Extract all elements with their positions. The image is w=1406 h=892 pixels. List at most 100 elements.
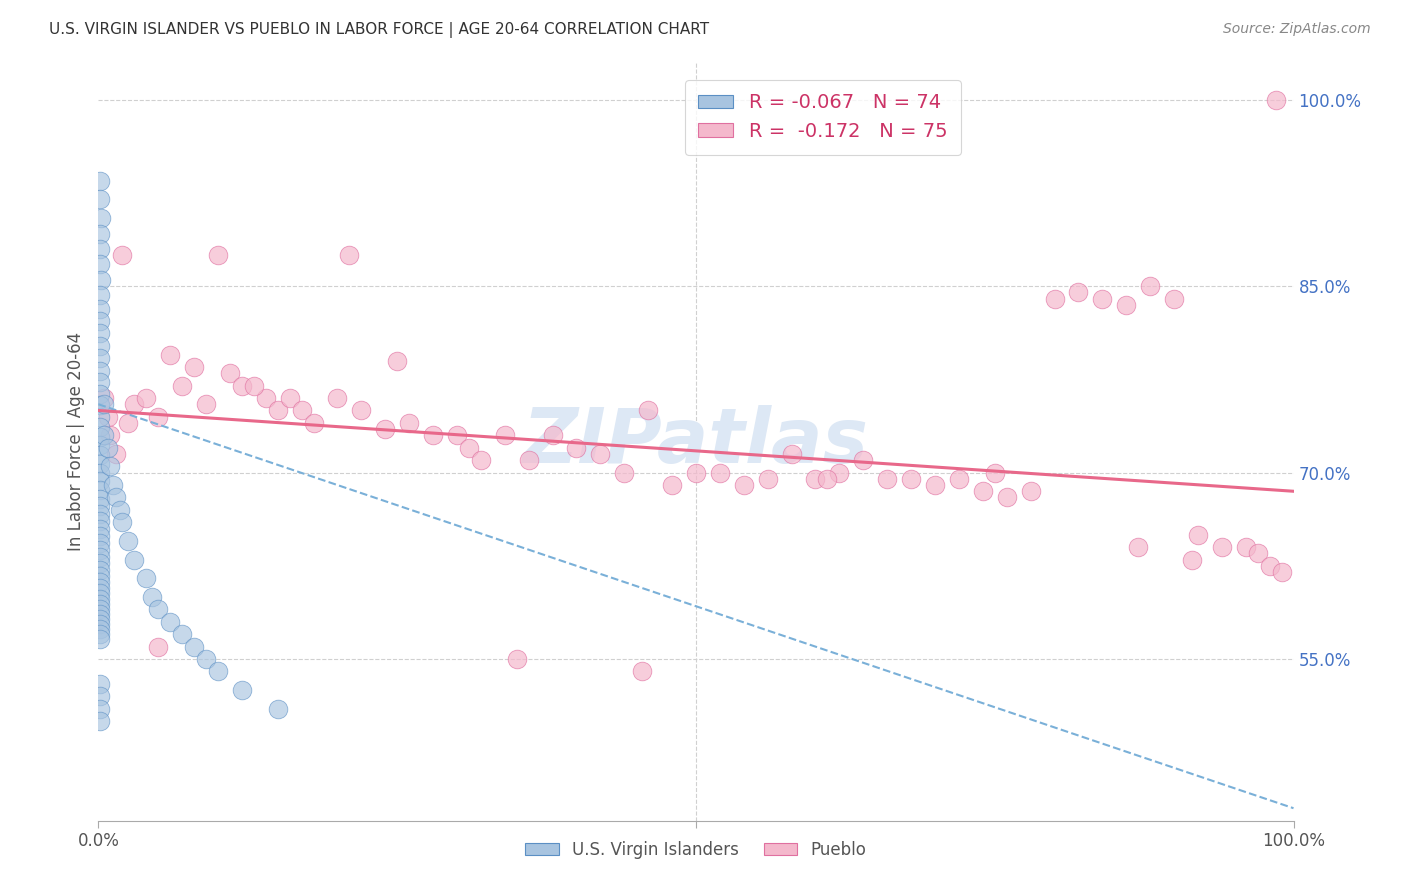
- Point: [972, 484, 994, 499]
- Point: [541, 428, 564, 442]
- Point: [89, 483, 111, 497]
- Point: [89, 173, 111, 187]
- Point: [207, 248, 229, 262]
- Point: [89, 339, 111, 353]
- Point: [148, 602, 170, 616]
- Point: [97, 441, 120, 455]
- Point: [231, 378, 253, 392]
- Point: [631, 665, 654, 679]
- Point: [1091, 292, 1114, 306]
- Point: [876, 472, 898, 486]
- Point: [685, 466, 707, 480]
- Point: [89, 192, 111, 206]
- Point: [1128, 540, 1150, 554]
- Point: [89, 301, 111, 316]
- Point: [506, 652, 529, 666]
- Point: [159, 347, 181, 361]
- Point: [89, 632, 111, 647]
- Text: U.S. VIRGIN ISLANDER VS PUEBLO IN LABOR FORCE | AGE 20-64 CORRELATION CHART: U.S. VIRGIN ISLANDER VS PUEBLO IN LABOR …: [49, 22, 710, 38]
- Point: [89, 702, 111, 716]
- Point: [458, 441, 481, 455]
- Point: [1234, 540, 1257, 554]
- Point: [948, 472, 970, 486]
- Point: [89, 351, 111, 366]
- Point: [589, 447, 612, 461]
- Point: [141, 590, 163, 604]
- Point: [89, 514, 111, 528]
- Point: [124, 397, 146, 411]
- Point: [219, 366, 242, 380]
- Point: [756, 472, 779, 486]
- Point: [494, 428, 516, 442]
- Point: [89, 557, 111, 571]
- Point: [89, 419, 111, 434]
- Point: [89, 364, 111, 378]
- Point: [89, 677, 111, 691]
- Point: [1019, 484, 1042, 499]
- Point: [89, 550, 111, 565]
- Point: [124, 552, 146, 566]
- Point: [89, 598, 111, 612]
- Point: [183, 359, 205, 374]
- Point: [815, 472, 838, 486]
- Point: [339, 248, 361, 262]
- Point: [89, 607, 111, 622]
- Point: [89, 507, 111, 521]
- Point: [105, 447, 128, 461]
- Point: [995, 491, 1018, 505]
- Point: [733, 478, 755, 492]
- Point: [637, 403, 659, 417]
- Point: [183, 640, 205, 654]
- Point: [89, 257, 111, 271]
- Point: [613, 466, 636, 480]
- Point: [89, 429, 111, 443]
- Point: [89, 622, 111, 636]
- Point: [350, 403, 373, 417]
- Point: [398, 416, 420, 430]
- Point: [267, 403, 290, 417]
- Point: [148, 409, 170, 424]
- Point: [661, 478, 683, 492]
- Point: [89, 314, 111, 328]
- Point: [89, 387, 111, 401]
- Point: [1043, 292, 1066, 306]
- Point: [90, 273, 112, 287]
- Point: [195, 397, 218, 411]
- Point: [1067, 285, 1090, 300]
- Point: [302, 416, 325, 430]
- Point: [89, 568, 111, 582]
- Point: [326, 391, 349, 405]
- Point: [89, 536, 111, 550]
- Point: [89, 574, 111, 589]
- Point: [89, 499, 111, 513]
- Point: [89, 522, 111, 536]
- Point: [1115, 298, 1137, 312]
- Legend: U.S. Virgin Islanders, Pueblo: U.S. Virgin Islanders, Pueblo: [519, 834, 873, 865]
- Point: [89, 581, 111, 595]
- Point: [89, 586, 111, 600]
- Point: [159, 615, 181, 629]
- Point: [89, 466, 111, 480]
- Point: [89, 612, 111, 626]
- Point: [89, 448, 111, 462]
- Point: [135, 391, 157, 405]
- Point: [111, 248, 134, 262]
- Point: [89, 457, 111, 471]
- Point: [89, 627, 111, 641]
- Point: [470, 453, 492, 467]
- Point: [98, 459, 122, 474]
- Point: [254, 391, 277, 405]
- Point: [780, 447, 803, 461]
- Point: [517, 453, 540, 467]
- Point: [89, 475, 111, 489]
- Point: [93, 397, 115, 411]
- Point: [172, 627, 194, 641]
- Point: [565, 441, 588, 455]
- Point: [207, 665, 229, 679]
- Point: [111, 516, 134, 530]
- Point: [1139, 279, 1161, 293]
- Text: ZIPatlas: ZIPatlas: [523, 405, 869, 478]
- Point: [1187, 528, 1209, 542]
- Point: [231, 683, 253, 698]
- Point: [709, 466, 731, 480]
